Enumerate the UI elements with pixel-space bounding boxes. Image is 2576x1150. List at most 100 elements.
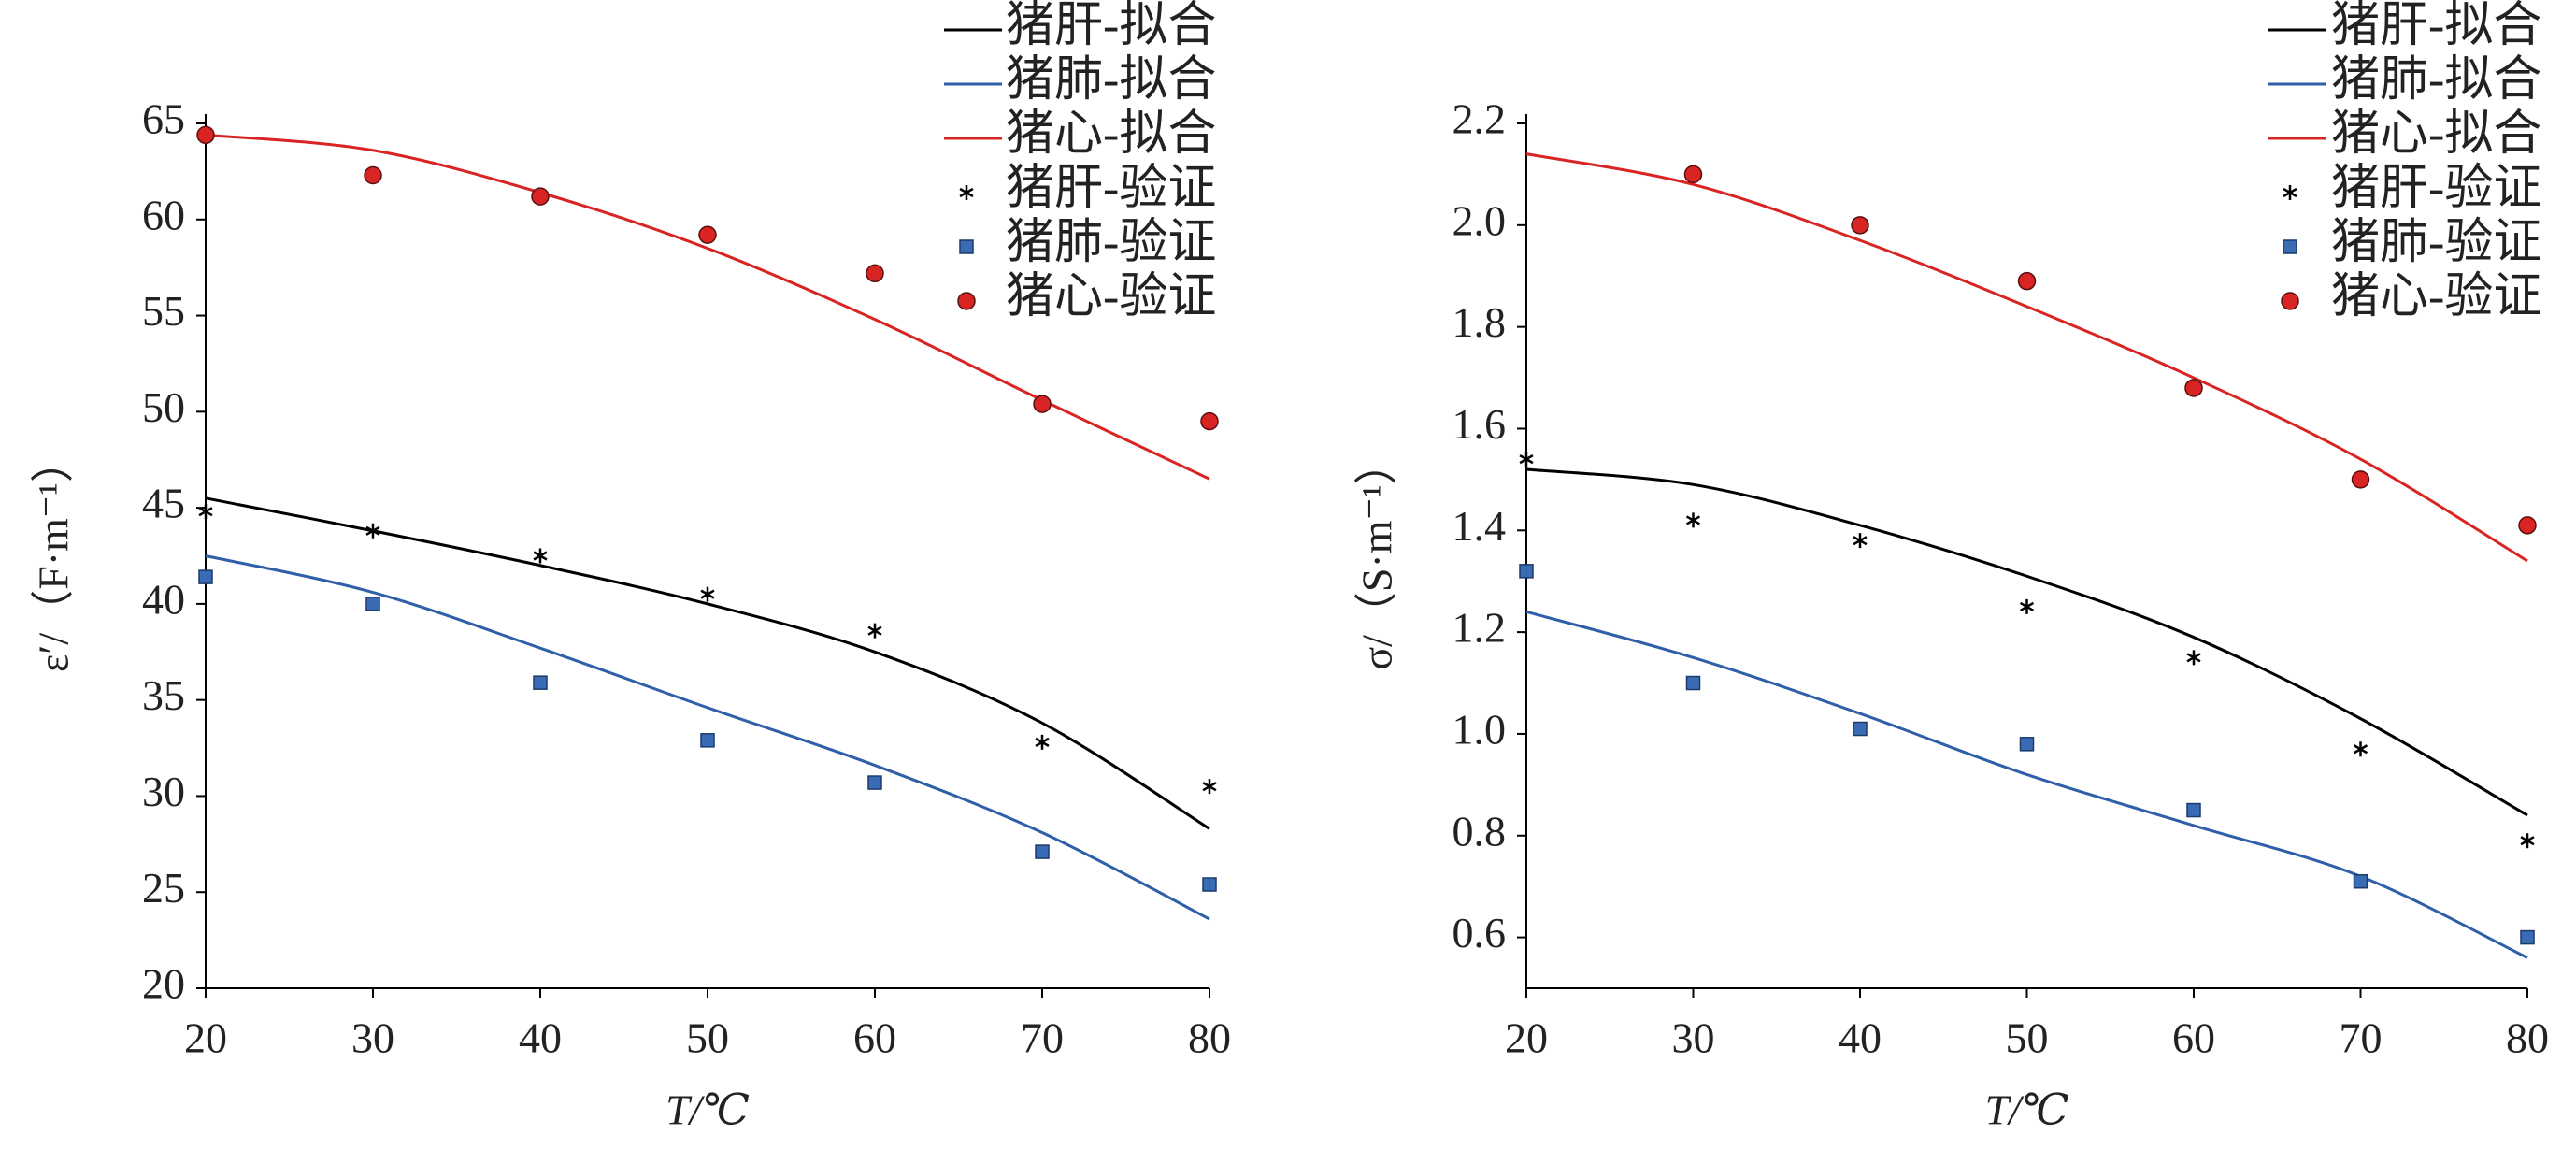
- legend-marker: [2283, 239, 2297, 254]
- legend-label: 猪心-验证: [1006, 270, 1216, 323]
- marker-star: [2186, 650, 2201, 666]
- marker-star: [1685, 512, 1701, 528]
- marker-square: [533, 675, 548, 690]
- marker-circle: [2518, 516, 2537, 535]
- x-tick-label: 40: [519, 1014, 562, 1062]
- marker-star: [2353, 741, 2368, 757]
- x-tick-label: 30: [1672, 1014, 1715, 1062]
- y-tick-label: 40: [142, 575, 185, 623]
- marker-square: [1853, 721, 1868, 737]
- marker-star: [1035, 734, 1050, 750]
- legend-marker: [957, 292, 976, 310]
- marker-star: [2520, 833, 2535, 849]
- x-tick-label: 70: [2340, 1014, 2383, 1062]
- y-tick-label: 1.4: [1453, 502, 1507, 550]
- x-tick-label: 30: [351, 1014, 394, 1062]
- legend-label: 猪肝-拟合: [2331, 0, 2541, 52]
- x-tick-label: 40: [1839, 1014, 1882, 1062]
- fit-line: [205, 496, 1210, 830]
- legend-label: 猪肺-拟合: [2331, 53, 2541, 107]
- x-tick-label: 20: [184, 1014, 227, 1062]
- y-tick-label: 1.2: [1453, 604, 1507, 652]
- marker-square: [867, 775, 882, 790]
- marker-circle: [1200, 411, 1219, 431]
- legend-marker: [2281, 292, 2299, 310]
- legend-label: 猪肝-拟合: [1006, 0, 1216, 52]
- marker-star: [867, 623, 882, 639]
- y-tick-label: 55: [142, 287, 185, 335]
- marker-star: [2019, 598, 2035, 614]
- legend-label: 猪心-拟合: [2331, 108, 2541, 161]
- y-tick-label: 30: [142, 768, 185, 815]
- marker-circle: [364, 165, 382, 185]
- y-tick-label: 1.6: [1453, 400, 1507, 448]
- y-tick-label: 2.0: [1453, 196, 1507, 244]
- chart: 0.6 0.8 1.0 1.2 1.4 1.6 1.8 2.0 2.2 20 30 40 50 60 70 8…: [1353, 0, 2549, 1134]
- x-axis-label: T/℃: [665, 1086, 750, 1134]
- y-tick-label: 65: [142, 95, 185, 143]
- marker-circle: [866, 264, 884, 283]
- legend-label: 猪肝-验证: [1006, 162, 1216, 215]
- y-tick-label: 0.6: [1453, 909, 1507, 956]
- y-tick-label: 35: [142, 671, 185, 719]
- x-tick-label: 50: [686, 1014, 729, 1062]
- marker-star: [533, 548, 548, 564]
- marker-square: [198, 569, 213, 584]
- marker-square: [2520, 929, 2535, 945]
- marker-star: [1519, 452, 1534, 467]
- marker-circle: [196, 125, 215, 145]
- marker-square: [1035, 844, 1050, 859]
- marker-star: [198, 504, 213, 520]
- marker-circle: [531, 187, 550, 206]
- legend-label: 猪肺-拟合: [1006, 53, 1216, 107]
- y-tick-label: 2.2: [1453, 95, 1507, 143]
- marker-circle: [1683, 165, 1703, 184]
- x-axis-label: T/℃: [1985, 1086, 2069, 1134]
- marker-circle: [698, 225, 717, 244]
- fit-line: [205, 554, 1210, 921]
- x-tick-label: 60: [2172, 1014, 2215, 1062]
- legend-label: 猪肝-验证: [2331, 162, 2541, 215]
- x-tick-label: 70: [1021, 1014, 1064, 1062]
- marker-square: [2186, 802, 2201, 818]
- marker-star: [1853, 533, 1868, 549]
- y-tick-label: 1.8: [1453, 298, 1507, 346]
- fit-line: [1525, 467, 2528, 817]
- legend-marker: [2283, 185, 2297, 200]
- fit-line: [1525, 152, 2528, 563]
- y-tick-label: 20: [142, 960, 185, 1008]
- marker-circle: [2351, 470, 2370, 489]
- x-tick-label: 80: [1188, 1014, 1231, 1062]
- y-axis-label: ε′/（F·m⁻¹）: [30, 439, 78, 672]
- legend-marker: [959, 185, 974, 200]
- y-tick-label: 60: [142, 191, 185, 238]
- marker-square: [2353, 873, 2368, 889]
- chart: 20 25 30 35 40 45 50 55 60 65 20 30 40 50 60 70 80 T/℃ ε′/…: [30, 0, 1231, 1134]
- legend-label: 猪肺-验证: [1006, 216, 1216, 269]
- marker-square: [365, 597, 380, 611]
- marker-square: [1202, 877, 1217, 892]
- legend-label: 猪肺-验证: [2331, 216, 2541, 269]
- legend-label: 猪心-验证: [2331, 270, 2541, 323]
- x-tick-label: 50: [2006, 1014, 2049, 1062]
- y-tick-label: 45: [142, 480, 185, 527]
- marker-star: [365, 523, 380, 539]
- legend-label: 猪心-拟合: [1006, 108, 1216, 161]
- y-tick-label: 0.8: [1453, 807, 1507, 855]
- marker-square: [700, 733, 715, 748]
- marker-circle: [2017, 271, 2037, 291]
- marker-square: [2019, 737, 2035, 752]
- marker-square: [1685, 675, 1701, 691]
- marker-circle: [2184, 379, 2203, 397]
- legend-marker: [959, 239, 974, 254]
- fit-line: [1525, 610, 2528, 959]
- marker-circle: [1033, 395, 1052, 413]
- marker-circle: [1851, 216, 1869, 235]
- y-tick-label: 25: [142, 864, 185, 912]
- x-tick-label: 80: [2506, 1014, 2549, 1062]
- y-axis-label: σ/（S·m⁻¹）: [1353, 441, 1401, 669]
- y-tick-label: 1.0: [1453, 706, 1507, 754]
- marker-square: [1519, 564, 1534, 579]
- marker-star: [700, 586, 715, 602]
